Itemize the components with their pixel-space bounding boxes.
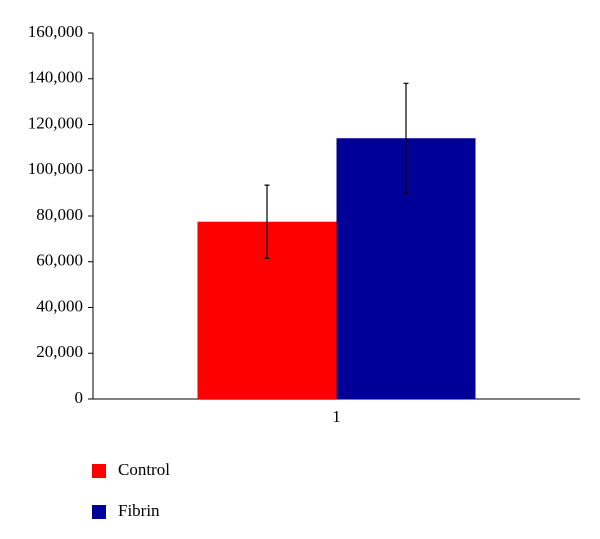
y-tick-label: 60,000 [36,251,83,270]
legend-label: Fibrin [118,501,160,520]
y-tick-label: 120,000 [28,113,83,132]
y-tick-label: 0 [75,388,84,407]
y-tick-label: 160,000 [28,22,83,41]
y-tick-label: 40,000 [36,296,83,315]
y-tick-label: 140,000 [28,68,83,87]
error-bar [403,82,409,194]
y-tick-label: 80,000 [36,205,83,224]
error-bar [264,184,270,259]
x-tick-label: 1 [332,407,341,426]
y-tick-label: 100,000 [28,159,83,178]
legend-swatch [92,505,106,519]
legend-label: Control [118,460,170,479]
legend-swatch [92,464,106,478]
y-tick-label: 20,000 [36,342,83,361]
